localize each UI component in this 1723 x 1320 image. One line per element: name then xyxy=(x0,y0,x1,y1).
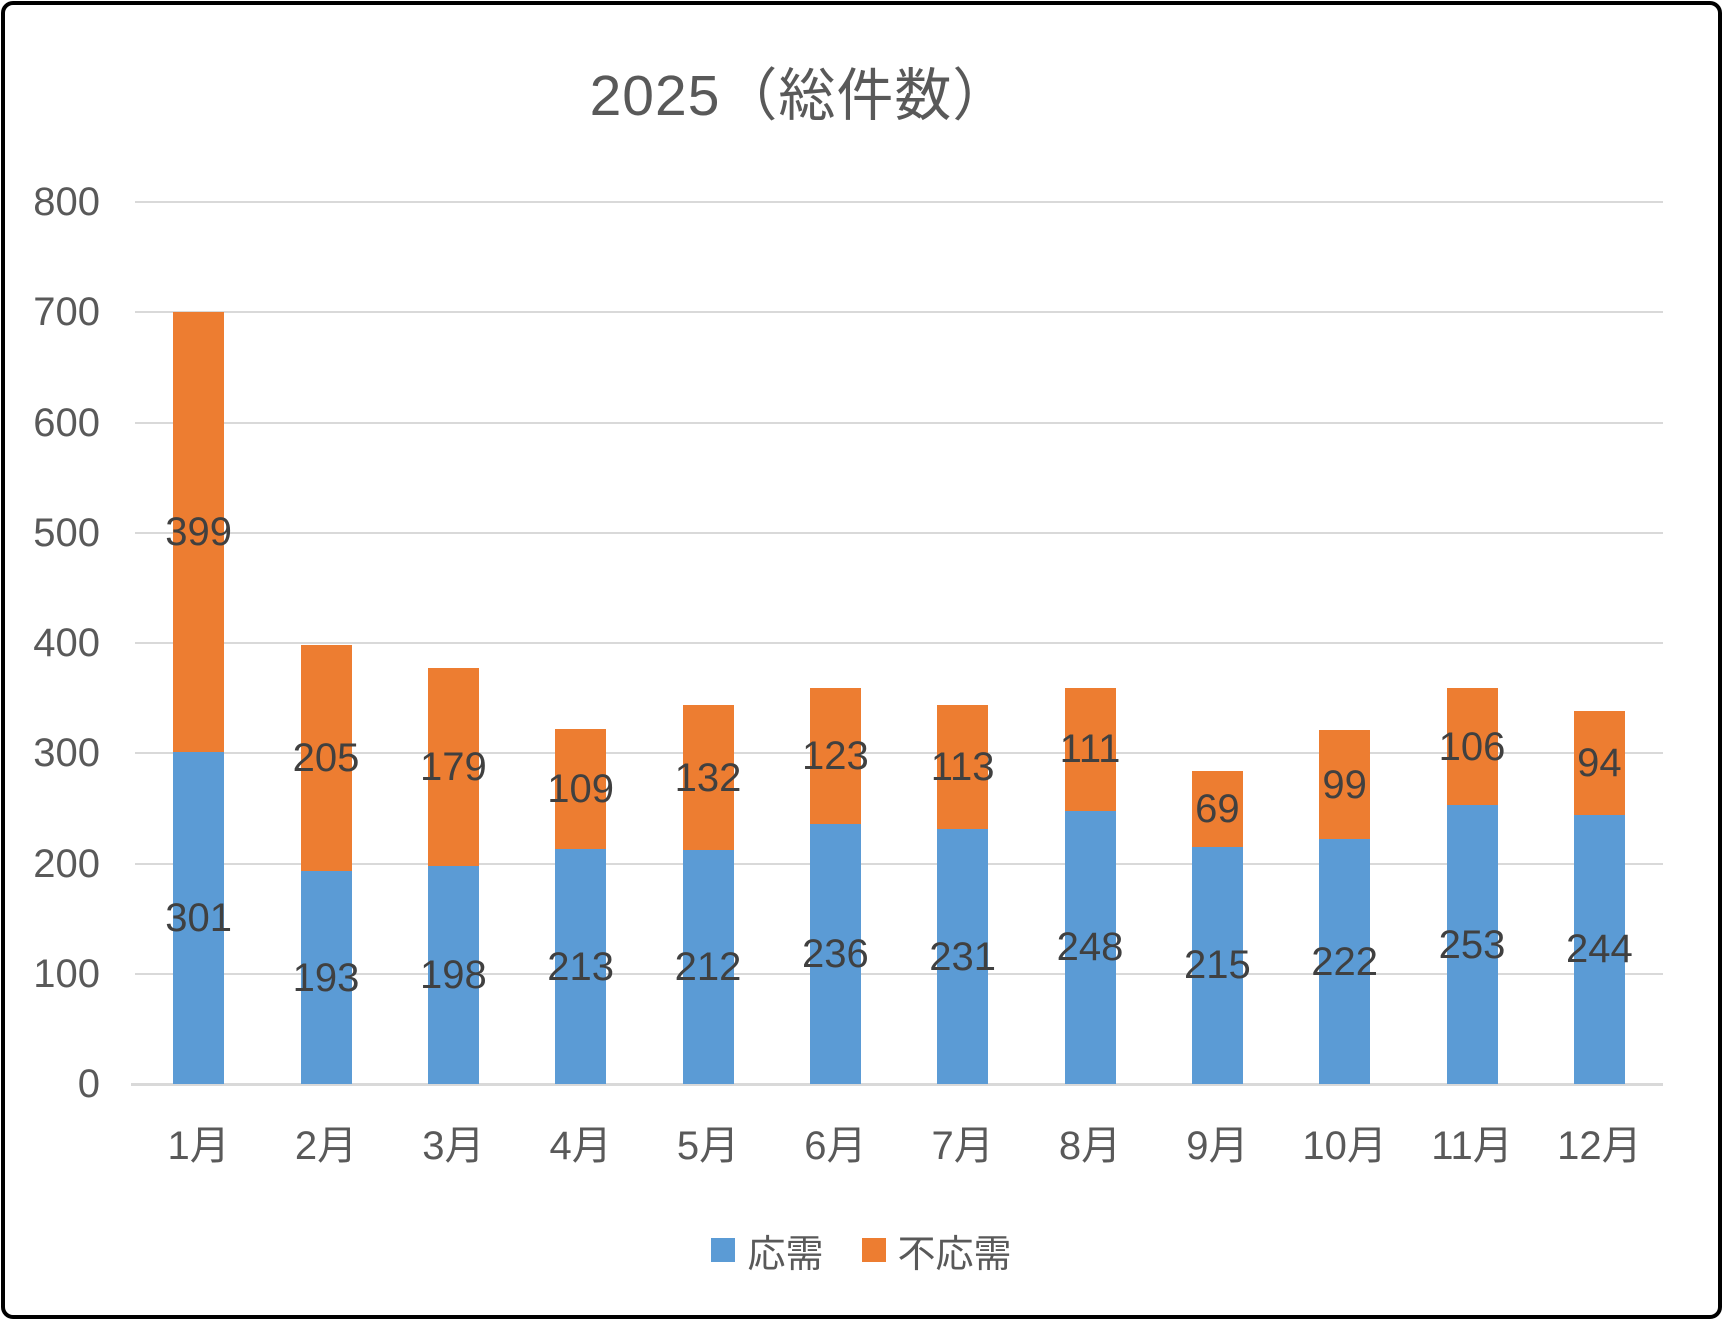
y-axis-label-800: 800 xyxy=(33,180,100,224)
bar-11-orange-segment xyxy=(1446,688,1498,806)
x-axis-label-3: 3月 xyxy=(422,1124,485,1168)
bar-2-blue-segment xyxy=(300,871,352,1084)
legend-item-blue: 応需 xyxy=(711,1223,824,1278)
y-axis-label-300: 300 xyxy=(33,731,100,776)
data-label-orange-1: 399 xyxy=(165,510,233,555)
bar-11-blue-segment xyxy=(1446,805,1498,1084)
grid-line-200 xyxy=(135,862,1663,865)
data-label-orange-12: 94 xyxy=(1577,741,1622,786)
x-axis-label-5: 5月 xyxy=(676,1124,740,1168)
x-axis-label-6: 6月 xyxy=(804,1124,867,1168)
data-label-orange-10: 99 xyxy=(1322,762,1367,807)
legend-label-orange: 不応需 xyxy=(897,1233,1012,1276)
data-label-blue-8: 248 xyxy=(1056,925,1124,970)
legend-swatch-orange-icon xyxy=(861,1238,886,1262)
x-axis-label-12: 12月 xyxy=(1557,1124,1642,1168)
y-axis-label-0: 0 xyxy=(77,1062,100,1106)
grid-line-300 xyxy=(135,752,1663,755)
bar-2-orange-segment xyxy=(300,645,352,872)
x-axis-label-11: 11月 xyxy=(1431,1124,1513,1168)
bar-7-blue-segment xyxy=(937,829,989,1084)
x-axis-label-7: 7月 xyxy=(931,1124,994,1168)
x-axis-label-2: 2月 xyxy=(294,1124,358,1168)
y-axis-label-700: 700 xyxy=(33,290,100,335)
bar-6-orange-segment xyxy=(809,688,861,824)
data-label-blue-1: 301 xyxy=(165,896,233,941)
data-label-blue-12: 244 xyxy=(1565,927,1633,972)
x-axis-label-9: 9月 xyxy=(1186,1124,1249,1168)
y-axis-label-400: 400 xyxy=(33,621,100,665)
x-axis-label-8: 8月 xyxy=(1058,1124,1122,1168)
data-label-blue-4: 213 xyxy=(547,944,615,989)
data-label-blue-10: 222 xyxy=(1311,939,1379,984)
chart-title: 2025（総件数） xyxy=(589,64,1011,128)
plot-area: 800 700 600 500 400 300 200 100 0 301 399 1月 193 205 2… xyxy=(33,180,1663,1168)
data-label-orange-2: 205 xyxy=(292,736,360,781)
bar-10-blue-segment xyxy=(1319,839,1371,1084)
bar-4-blue-segment xyxy=(555,849,607,1084)
data-label-blue-5: 212 xyxy=(674,945,742,990)
y-axis-label-600: 600 xyxy=(33,400,100,445)
grid-line-100 xyxy=(135,972,1663,975)
bar-1-orange-segment xyxy=(173,312,225,753)
data-label-blue-11: 253 xyxy=(1438,922,1506,967)
data-label-blue-6: 236 xyxy=(801,931,869,976)
grid-line-500 xyxy=(135,531,1663,534)
x-axis-label-10: 10月 xyxy=(1302,1124,1387,1168)
x-axis-baseline xyxy=(131,1083,1663,1086)
grid-line-700 xyxy=(135,311,1663,314)
data-label-orange-11: 106 xyxy=(1438,724,1506,769)
legend-swatch-blue-icon xyxy=(711,1238,736,1262)
data-label-orange-4: 109 xyxy=(547,767,615,812)
bar-1-blue-segment xyxy=(173,752,225,1084)
data-label-orange-8: 111 xyxy=(1059,727,1121,772)
bar-10-orange-segment xyxy=(1319,730,1371,840)
bar-9-orange-segment xyxy=(1191,770,1243,847)
data-label-blue-9: 215 xyxy=(1183,943,1251,988)
legend: 応需 不応需 xyxy=(0,1222,1723,1278)
bar-7-orange-segment xyxy=(937,704,989,830)
data-label-blue-2: 193 xyxy=(292,955,360,1000)
legend-item-orange: 不応需 xyxy=(861,1223,1012,1278)
bar-12-orange-segment xyxy=(1573,711,1625,815)
grid-line-800 xyxy=(135,201,1663,203)
bar-8-orange-segment xyxy=(1064,688,1116,811)
bar-9-blue-segment xyxy=(1191,846,1243,1084)
y-axis-label-200: 200 xyxy=(33,841,100,886)
bar-8-blue-segment xyxy=(1064,810,1116,1084)
grid-line-600 xyxy=(135,421,1663,424)
x-axis-label-4: 4月 xyxy=(549,1124,612,1168)
y-axis-label-100: 100 xyxy=(33,951,100,996)
data-label-orange-7: 113 xyxy=(930,745,995,790)
y-axis-label-500: 500 xyxy=(33,510,100,555)
data-label-orange-9: 69 xyxy=(1195,786,1240,831)
data-label-blue-7: 231 xyxy=(929,934,997,979)
bar-5-orange-segment xyxy=(682,704,734,851)
data-label-blue-3: 198 xyxy=(419,952,487,997)
bar-5-blue-segment xyxy=(682,850,734,1084)
bar-4-orange-segment xyxy=(555,728,607,850)
bar-3-blue-segment xyxy=(427,865,479,1084)
data-label-orange-5: 132 xyxy=(674,755,742,800)
x-axis-label-1: 1月 xyxy=(167,1124,230,1168)
bar-6-blue-segment xyxy=(809,823,861,1084)
bar-12-blue-segment xyxy=(1573,814,1625,1084)
bar-3-orange-segment xyxy=(427,668,479,866)
data-label-orange-3: 179 xyxy=(419,745,487,790)
legend-label-blue: 応需 xyxy=(747,1233,824,1276)
data-label-orange-6: 123 xyxy=(801,734,869,778)
grid-line-400 xyxy=(135,642,1663,644)
